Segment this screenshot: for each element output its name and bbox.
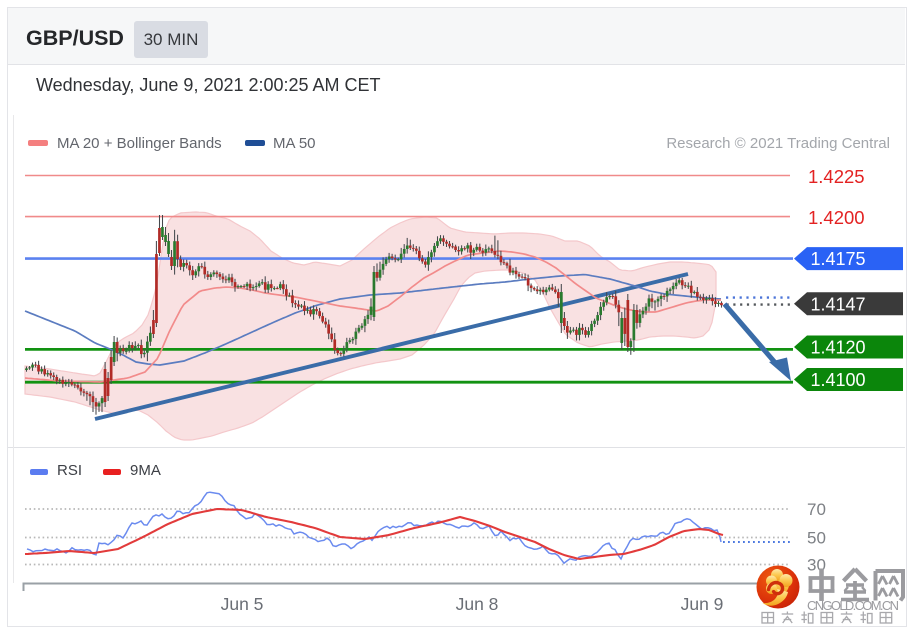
svg-text:1.4100: 1.4100 [810, 370, 865, 390]
svg-text:1.4147: 1.4147 [810, 294, 865, 314]
svg-text:1.4175: 1.4175 [810, 249, 865, 269]
svg-text:Jun 9: Jun 9 [681, 594, 724, 614]
svg-text:1.4200: 1.4200 [808, 207, 865, 228]
svg-text:1.4225: 1.4225 [808, 166, 865, 187]
svg-text:1.4120: 1.4120 [810, 338, 865, 358]
svg-text:Jun 8: Jun 8 [456, 594, 499, 614]
svg-text:70: 70 [807, 500, 826, 519]
svg-text:Jun 5: Jun 5 [221, 594, 264, 614]
svg-text:50: 50 [807, 529, 826, 548]
svg-text:CNGOLD.COM.CN: CNGOLD.COM.CN [807, 598, 899, 613]
